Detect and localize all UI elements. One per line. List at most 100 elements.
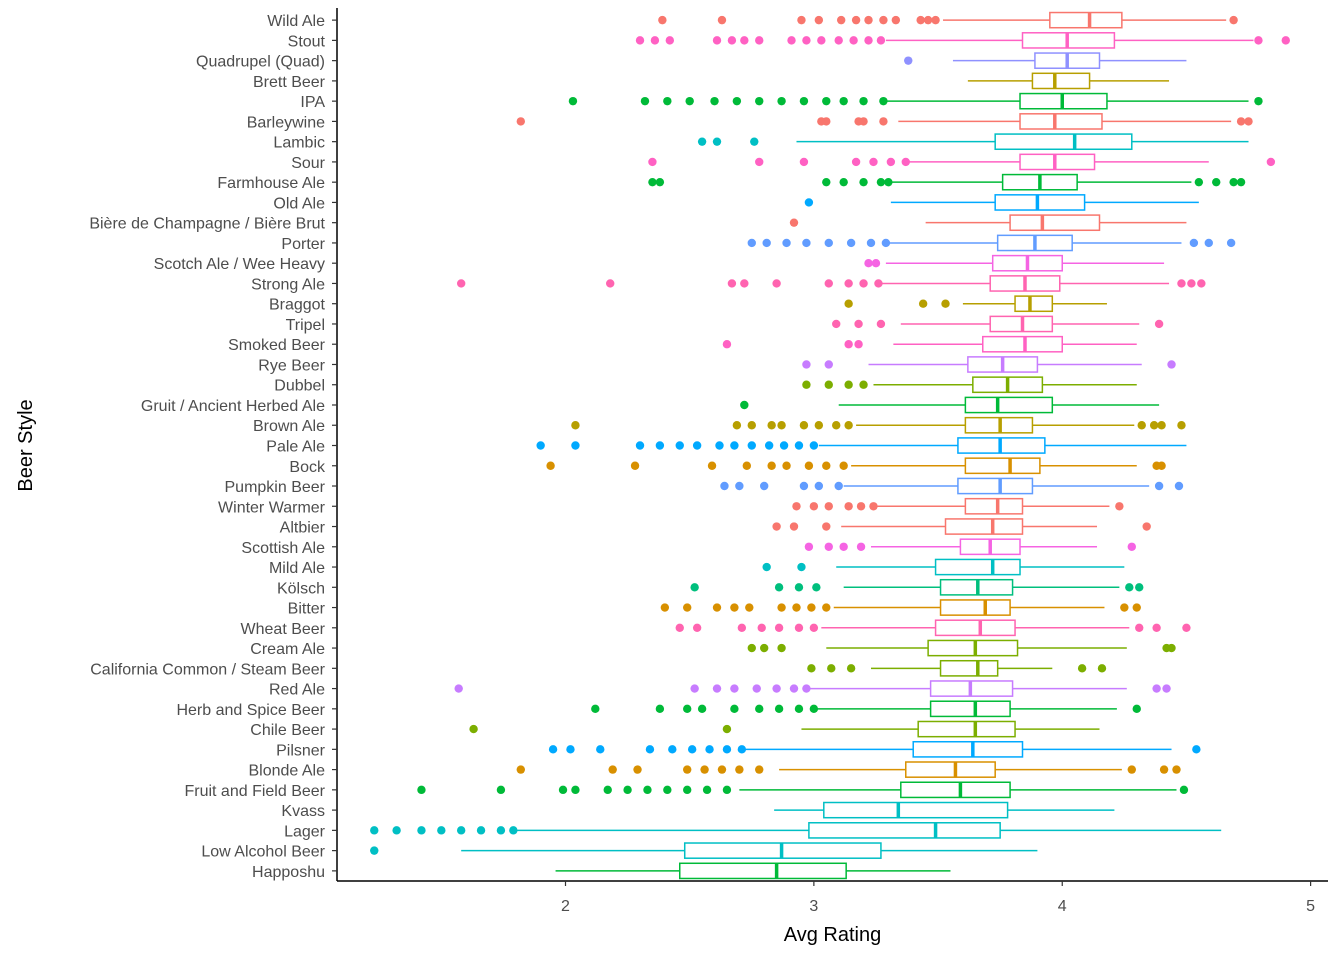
y-tick-label: Scotch Ale / Wee Heavy [154,256,325,273]
outlier-point [712,36,722,45]
box-29 [660,599,1141,616]
outlier-point [732,96,742,106]
outlier-point [1244,117,1253,126]
box-32 [807,659,1107,677]
x-tick-label: 2 [561,898,570,915]
outlier-point [740,400,749,410]
box-22 [546,457,1166,475]
outlier-point [668,745,677,754]
y-tick-label: Low Alcohol Beer [201,844,325,861]
y-tick-label: Wheat Beer [241,621,326,638]
y-tick-label: IPA [300,94,325,111]
outlier-point [1236,117,1246,126]
outlier-point [370,846,379,855]
box-34 [591,700,1141,718]
outlier-point [762,562,771,572]
iqr-box [1014,295,1054,313]
box-27 [762,558,1125,576]
iqr-box [1019,113,1103,130]
x-axis-title: Avg Rating [784,924,881,946]
iqr-box [934,558,1021,576]
outlier-point [548,745,558,754]
outlier-point [496,785,506,795]
outlier-point [740,36,749,45]
outlier-point [591,704,600,714]
outlier-point [859,117,868,126]
outlier-point [859,279,868,288]
outlier-point [1127,542,1136,551]
outlier-point [789,522,799,531]
outlier-point [792,603,801,612]
y-tick-label: Lambic [273,135,325,152]
iqr-box [912,740,1024,758]
outlier-point [690,684,699,693]
outlier-point [794,441,804,450]
box-18 [802,376,1137,394]
outlier-point [777,96,786,106]
outlier-point [663,785,672,795]
outlier-point [370,826,379,835]
outlier-point [1135,623,1144,633]
outlier-point [702,785,712,795]
outlier-point [822,96,831,106]
outlier-point [643,785,652,795]
outlier-point [767,421,776,430]
outlier-point [1115,502,1124,511]
outlier-point [655,177,665,187]
iqr-box [994,133,1133,151]
iqr-box [964,497,1024,515]
outlier-point [1192,745,1201,754]
outlier-point [1194,177,1204,187]
outlier-point [630,461,640,470]
outlier-point [737,623,747,633]
outlier-point [1266,157,1276,167]
outlier-point [683,785,692,795]
outlier-point [822,522,831,531]
box-17 [802,356,1176,373]
outlier-point [799,421,809,430]
box-13 [456,275,1206,292]
outlier-point [834,36,843,45]
outlier-point [804,461,814,470]
outlier-point [635,36,645,45]
outlier-point [859,380,868,389]
outlier-point [1154,481,1164,491]
outlier-point [802,380,811,389]
box-26 [804,538,1136,556]
box-24 [792,497,1124,515]
outlier-point [871,258,881,268]
y-tick-label: Barleywine [247,114,325,131]
outlier-point [876,319,886,329]
y-tick-label: Blonde Ale [248,763,325,780]
outlier-point [635,441,645,450]
outlier-point [454,684,463,693]
outlier-point [509,826,518,835]
outlier-point [645,745,655,754]
outlier-point [755,157,764,167]
iqr-box [939,599,1011,616]
outlier-point [1187,279,1196,288]
iqr-box [917,720,1016,738]
iqr-box [1031,72,1091,90]
outlier-point [663,96,672,106]
y-tick-label: Wild Ale [267,13,325,30]
outlier-point [844,502,853,511]
outlier-point [1172,765,1181,774]
iqr-box [1019,153,1096,171]
box-41 [370,842,1038,859]
outlier-point [648,177,657,187]
outlier-point [832,421,841,430]
outlier-point [1149,421,1159,430]
outlier-point [730,441,739,450]
outlier-point [1226,238,1236,248]
iqr-box [939,659,999,677]
outlier-point [650,36,660,45]
box-2 [904,52,1187,69]
outlier-point [546,461,555,470]
outlier-point [809,623,819,633]
x-tick-label: 3 [809,898,818,915]
outlier-point [690,583,699,592]
outlier-point [941,299,950,308]
outlier-point [675,441,684,450]
outlier-point [1167,360,1176,369]
